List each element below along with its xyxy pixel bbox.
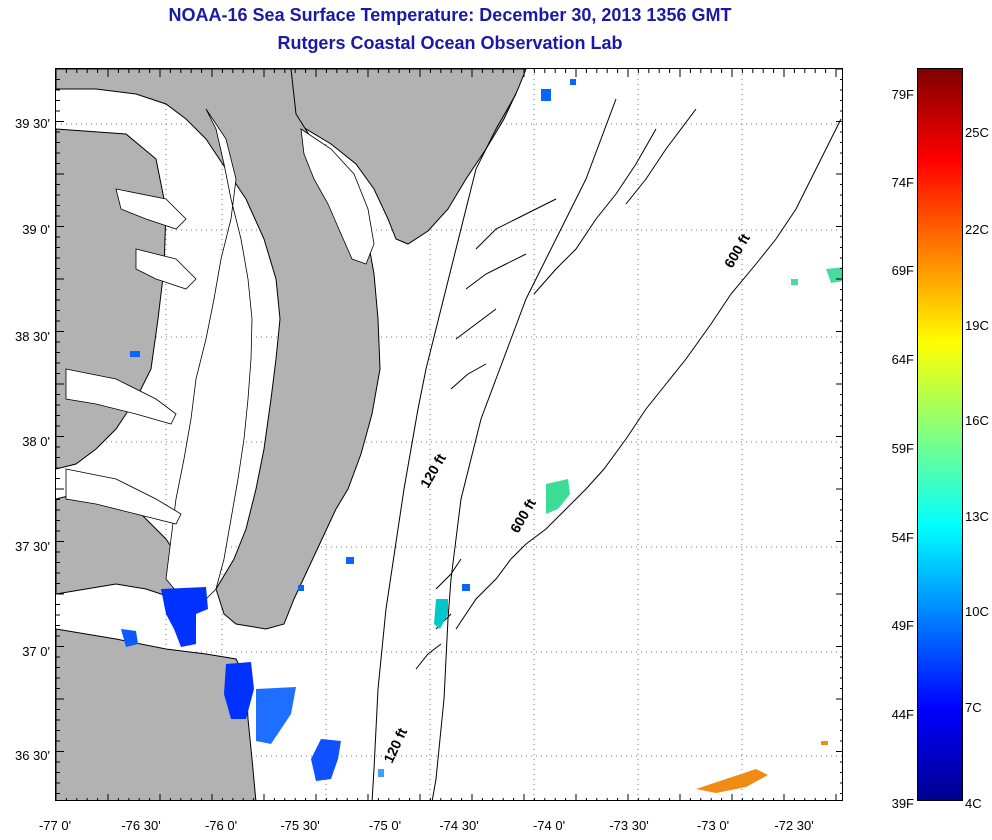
colorbar-f-label: 44F (891, 707, 914, 722)
land-mass (56, 69, 527, 800)
colorbar-c-label: 16C (965, 413, 989, 428)
lon-label: -77 0' (38, 818, 72, 833)
lon-label: -73 30' (609, 818, 649, 833)
bathymetry-contours (371, 93, 842, 800)
lon-label: -73 0' (696, 818, 730, 833)
lat-label: 36 30' (14, 748, 50, 763)
sea-surface-temperature-map[interactable]: 600 ft 120 ft 600 ft 120 ft (55, 68, 843, 801)
lon-label: -74 30' (439, 818, 479, 833)
lat-label: 37 30' (14, 539, 50, 554)
colorbar-c-label: 19C (965, 318, 989, 333)
map-subtitle: Rutgers Coastal Ocean Observation Lab (277, 33, 623, 53)
axis-ticks (56, 69, 842, 800)
lon-label: -75 0' (368, 818, 402, 833)
lat-label: 39 30' (14, 116, 50, 131)
delaware-bay (300, 128, 375, 265)
colorbar-c-label: 4C (965, 796, 982, 811)
colorbar-f-label: 59F (891, 441, 914, 456)
lon-label: -76 30' (121, 818, 161, 833)
lon-label: -74 0' (532, 818, 566, 833)
contour-label-600ft-north: 600 ft (721, 231, 753, 271)
colorbar-f-label: 49F (891, 618, 914, 633)
map-title: NOAA-16 Sea Surface Temperature: Decembe… (168, 5, 732, 25)
colorbar-c-label: 7C (965, 700, 982, 715)
lat-label: 37 0' (22, 644, 50, 659)
sst-data-patches (121, 79, 842, 793)
contour-label-120ft-mid: 120 ft (417, 451, 449, 491)
colorbar-f-label: 64F (891, 352, 914, 367)
lon-label: -76 0' (204, 818, 238, 833)
lon-label: -72 30' (774, 818, 814, 833)
lat-label: 39 0' (22, 222, 50, 237)
lon-label: -75 30' (280, 818, 320, 833)
colorbar-f-label: 69F (891, 263, 914, 278)
colorbar-f-label: 79F (891, 87, 914, 102)
lat-label: 38 0' (22, 434, 50, 449)
lat-label: 38 30' (14, 329, 50, 344)
colorbar-c-label: 13C (965, 509, 989, 524)
contour-label-120ft-south: 120 ft (380, 725, 410, 765)
colorbar-f-label: 39F (891, 796, 914, 811)
temperature-colorbar (917, 68, 963, 801)
colorbar-c-label: 25C (965, 125, 989, 140)
colorbar-f-label: 74F (891, 175, 914, 190)
colorbar-f-label: 54F (891, 530, 914, 545)
colorbar-c-label: 22C (965, 222, 989, 237)
colorbar-c-label: 10C (965, 604, 989, 619)
